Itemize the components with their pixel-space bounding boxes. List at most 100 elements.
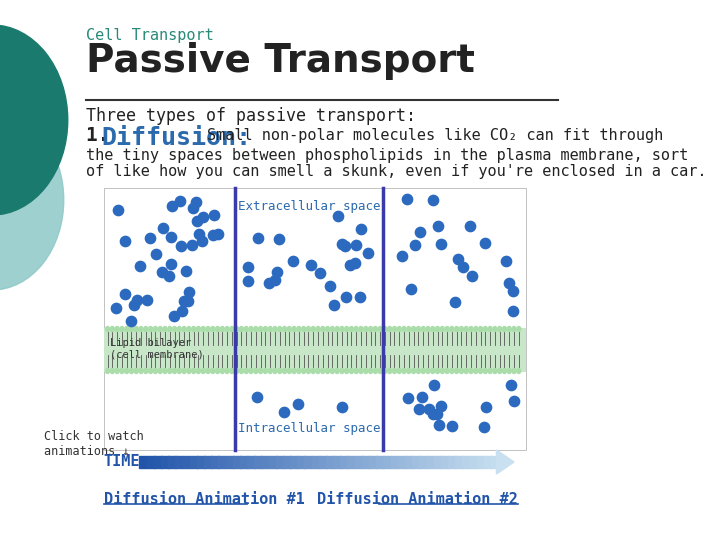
Circle shape	[230, 327, 234, 332]
Point	[446, 421, 457, 430]
Circle shape	[479, 368, 482, 374]
Text: Cell Transport: Cell Transport	[86, 28, 214, 43]
Circle shape	[340, 327, 344, 332]
Point	[253, 234, 264, 242]
Circle shape	[254, 368, 258, 374]
Bar	[355, 456, 363, 468]
Circle shape	[441, 327, 444, 332]
Circle shape	[436, 327, 439, 332]
Circle shape	[197, 368, 200, 374]
Point	[332, 212, 343, 220]
Bar	[283, 456, 291, 468]
Bar	[104, 328, 526, 372]
Circle shape	[445, 327, 449, 332]
Bar	[305, 456, 312, 468]
Circle shape	[349, 327, 354, 332]
Circle shape	[369, 368, 372, 374]
Text: Diffusion Animation #1: Diffusion Animation #1	[104, 492, 305, 507]
Circle shape	[268, 327, 272, 332]
Point	[362, 249, 374, 258]
Circle shape	[177, 327, 181, 332]
Circle shape	[168, 327, 172, 332]
Circle shape	[412, 327, 415, 332]
Bar	[369, 456, 377, 468]
Circle shape	[158, 327, 162, 332]
Circle shape	[517, 368, 521, 374]
Circle shape	[206, 327, 210, 332]
Circle shape	[249, 327, 253, 332]
Circle shape	[278, 327, 282, 332]
Point	[435, 402, 446, 410]
Bar	[426, 456, 434, 468]
Circle shape	[220, 327, 225, 332]
Circle shape	[383, 327, 387, 332]
Text: Diffusion:: Diffusion:	[102, 126, 251, 150]
Circle shape	[493, 327, 497, 332]
Circle shape	[135, 368, 138, 374]
Circle shape	[474, 327, 478, 332]
Point	[336, 403, 348, 411]
Circle shape	[392, 327, 397, 332]
Circle shape	[493, 368, 497, 374]
Text: TIME: TIME	[104, 455, 140, 469]
Point	[356, 224, 367, 233]
Circle shape	[364, 327, 368, 332]
Circle shape	[144, 368, 148, 374]
Point	[508, 286, 519, 295]
Point	[305, 261, 317, 269]
Circle shape	[220, 368, 225, 374]
Circle shape	[230, 368, 234, 374]
Circle shape	[125, 327, 129, 332]
Point	[328, 300, 340, 309]
Point	[168, 312, 180, 320]
Circle shape	[240, 368, 243, 374]
Text: 1.: 1.	[86, 126, 121, 145]
Circle shape	[287, 327, 292, 332]
Point	[409, 241, 420, 249]
Text: Diffusion Animation #2: Diffusion Animation #2	[318, 492, 518, 507]
Point	[131, 296, 143, 305]
Point	[341, 292, 352, 301]
Point	[349, 259, 361, 268]
Point	[242, 262, 253, 271]
Circle shape	[512, 327, 516, 332]
Circle shape	[144, 327, 148, 332]
Circle shape	[225, 368, 229, 374]
Point	[174, 197, 186, 205]
Point	[269, 276, 280, 285]
Circle shape	[125, 368, 129, 374]
Circle shape	[297, 368, 301, 374]
Point	[416, 393, 428, 401]
Point	[165, 260, 176, 268]
Polygon shape	[497, 450, 514, 474]
Circle shape	[302, 327, 305, 332]
Circle shape	[498, 368, 502, 374]
Circle shape	[153, 368, 158, 374]
Circle shape	[106, 327, 109, 332]
Circle shape	[474, 368, 478, 374]
Circle shape	[345, 327, 348, 332]
Text: the tiny spaces between phospholipids in the plasma membrane, sort: the tiny spaces between phospholipids in…	[86, 148, 688, 163]
Circle shape	[240, 327, 243, 332]
Point	[435, 239, 446, 248]
Circle shape	[354, 368, 359, 374]
Point	[505, 380, 516, 389]
Point	[432, 222, 444, 231]
Circle shape	[307, 327, 310, 332]
Bar	[154, 456, 162, 468]
Circle shape	[153, 327, 158, 332]
Circle shape	[225, 327, 229, 332]
Point	[165, 233, 176, 242]
Point	[402, 393, 414, 402]
Point	[182, 296, 194, 305]
Circle shape	[302, 368, 305, 374]
Circle shape	[311, 327, 315, 332]
Point	[180, 267, 192, 275]
Bar	[326, 456, 334, 468]
Circle shape	[244, 368, 248, 374]
Point	[279, 408, 290, 416]
Bar	[348, 456, 356, 468]
Circle shape	[340, 368, 344, 374]
Bar	[233, 456, 240, 468]
Bar	[455, 456, 463, 468]
